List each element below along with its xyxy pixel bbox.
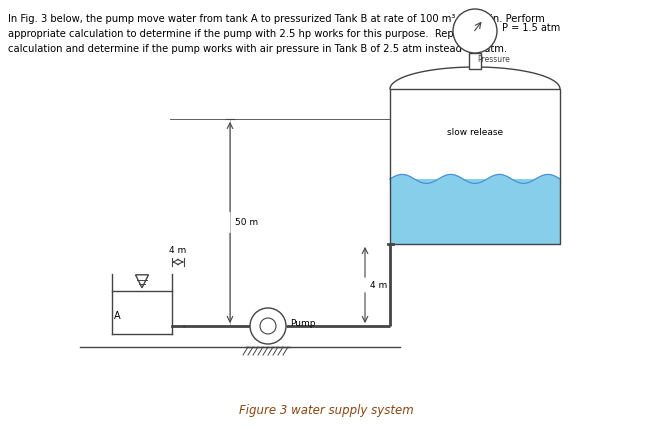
Circle shape: [250, 308, 286, 344]
Text: 50 m: 50 m: [235, 218, 258, 227]
Bar: [390, 89, 560, 244]
Text: calculation and determine if the pump works with air pressure in Tank B of 2.5 a: calculation and determine if the pump wo…: [8, 44, 507, 54]
Circle shape: [260, 318, 276, 334]
Text: Figure 3 water supply system: Figure 3 water supply system: [239, 404, 413, 417]
Text: appropriate calculation to determine if the pump with 2.5 hp works for this purp: appropriate calculation to determine if …: [8, 29, 489, 39]
Text: In Fig. 3 below, the pump move water from tank A to pressurized Tank B at rate o: In Fig. 3 below, the pump move water fro…: [8, 14, 545, 24]
Text: Pressure: Pressure: [477, 55, 510, 64]
Bar: [390, 179, 560, 244]
Bar: [469, 53, 481, 69]
Text: slow release: slow release: [447, 128, 503, 137]
Text: A: A: [113, 311, 121, 321]
Text: 4 m: 4 m: [370, 281, 387, 290]
Text: Pump: Pump: [290, 318, 316, 327]
Circle shape: [453, 9, 497, 53]
Text: 4 m: 4 m: [170, 246, 186, 255]
Text: P = 1.5 atm: P = 1.5 atm: [502, 23, 560, 33]
